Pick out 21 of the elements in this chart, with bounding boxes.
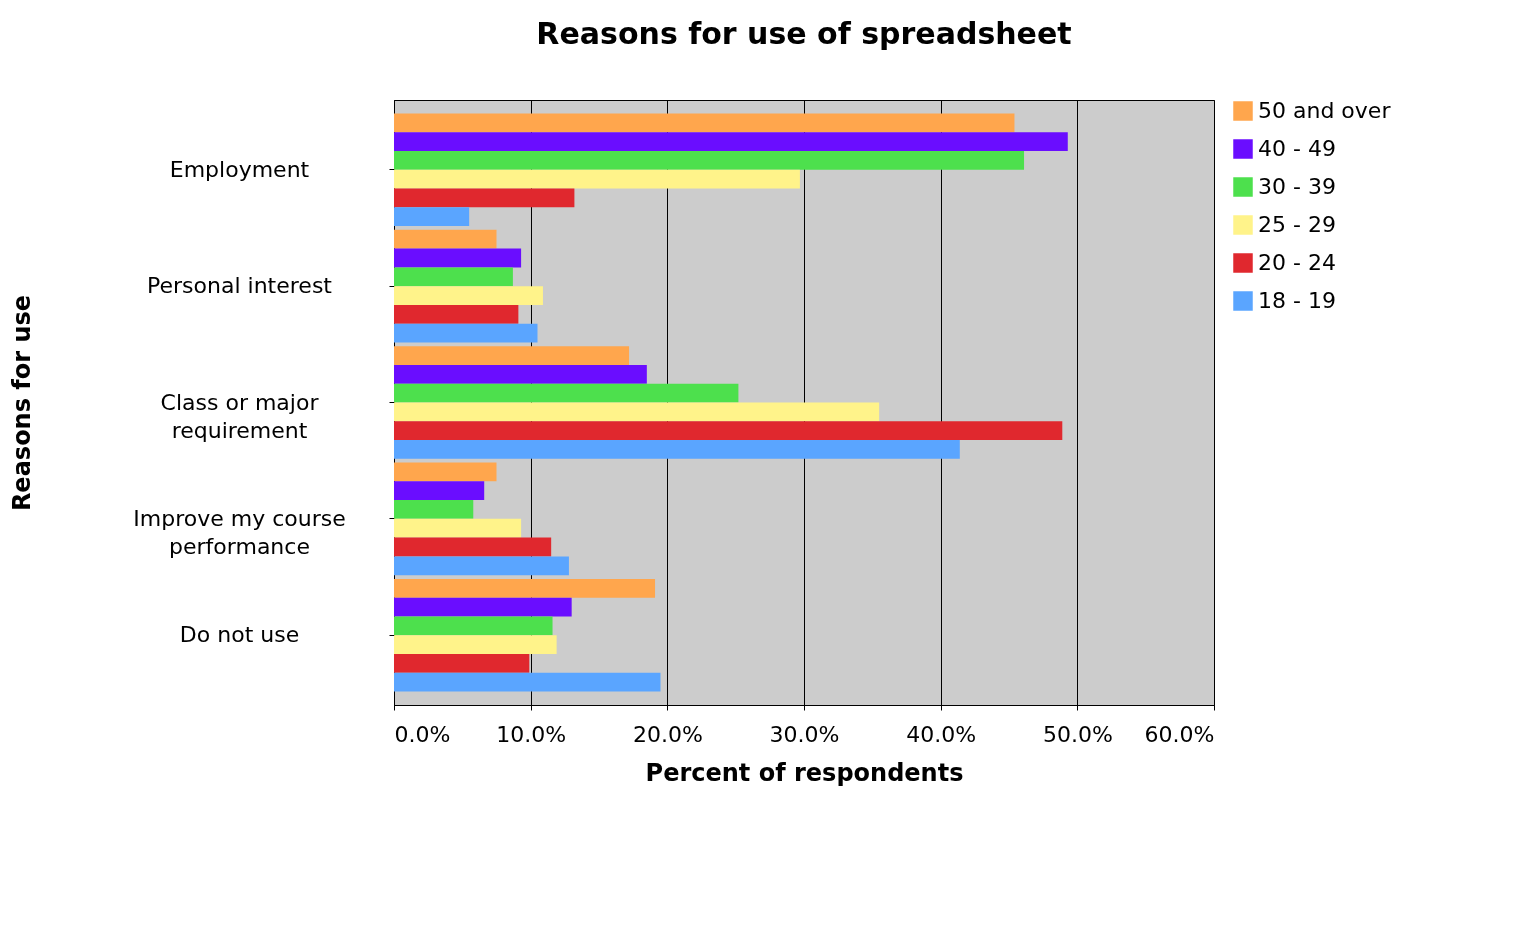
y-axis-title: Reasons for use — [7, 294, 36, 512]
x-tick-label: 60.0% — [1144, 721, 1215, 747]
legend-label: 18 - 19 — [1258, 288, 1336, 313]
y-tick-label: Personal interest — [147, 273, 333, 299]
x-tick-label: 30.0% — [769, 721, 840, 747]
legend-label: 30 - 39 — [1258, 174, 1336, 199]
legend-label: 50 and over — [1258, 98, 1392, 123]
x-tick-label: 20.0% — [632, 721, 703, 747]
x-tick-label: 0.0% — [394, 721, 451, 747]
x-tick-label: 40.0% — [906, 721, 977, 747]
legend-label: 25 - 29 — [1258, 212, 1336, 237]
chart-title: Reasons for use of spreadsheet — [536, 16, 1072, 51]
y-tick-label: Employment — [169, 156, 310, 182]
y-tick-label: Improve my course performance — [133, 505, 346, 559]
y-tick-label: Class or major requirement — [160, 389, 320, 443]
x-axis-title: Percent of respondents — [645, 758, 964, 787]
x-tick-label: 10.0% — [496, 721, 567, 747]
x-tick-label: 50.0% — [1042, 721, 1113, 747]
y-tick-label: Do not use — [179, 622, 300, 648]
legend-label: 40 - 49 — [1258, 136, 1336, 161]
legend-label: 20 - 24 — [1258, 250, 1336, 275]
